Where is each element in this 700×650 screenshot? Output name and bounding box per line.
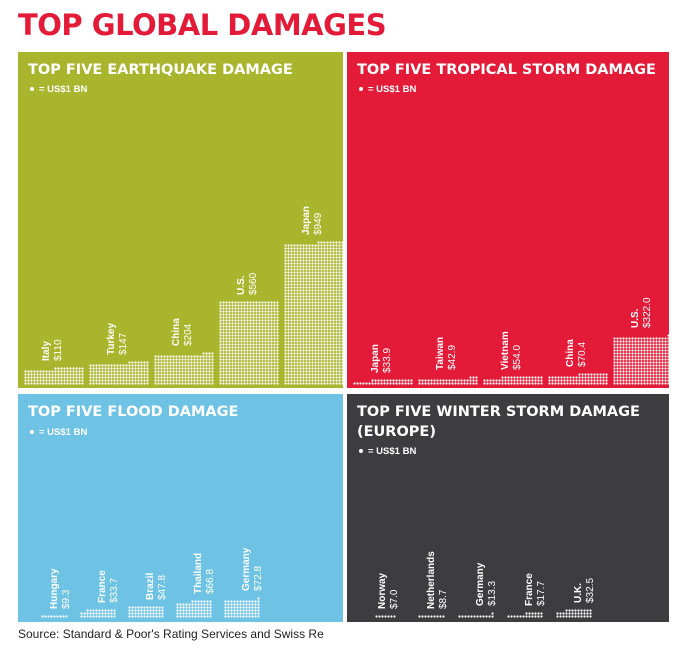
winter-storm-category-label: Germany xyxy=(475,562,486,606)
earthquake-legend: = US$1 BN xyxy=(30,84,87,95)
flood-panel: TOP FIVE FLOOD DAMAGE = US$1 BN Hungary $… xyxy=(18,394,343,622)
winter-storm-value-label: $13.3 xyxy=(487,581,498,606)
flood-bar-brazil xyxy=(128,606,164,618)
earthquake-panel: TOP FIVE EARTHQUAKE DAMAGE = US$1 BN Ita… xyxy=(18,52,343,388)
earthquake-bar-italy xyxy=(24,367,84,385)
winter-storm-value-label: $17.7 xyxy=(536,581,547,606)
earthquake-bar-china xyxy=(154,352,214,385)
winter-storm-bar-france xyxy=(507,612,543,618)
legend-dot-icon xyxy=(30,87,34,92)
winter-storm-category-label: France xyxy=(524,573,535,606)
flood-bar-france xyxy=(80,609,116,618)
flood-value-label: $72.8 xyxy=(253,566,264,591)
earthquake-panel-title: TOP FIVE EARTHQUAKE DAMAGE xyxy=(28,62,293,78)
tropical-storm-value-label: $322.0 xyxy=(642,297,653,328)
tropical-storm-category-label: Taiwan xyxy=(435,337,446,370)
tropical-storm-value-label: $70.4 xyxy=(577,342,588,367)
legend-dot-icon xyxy=(359,87,363,92)
earthquake-value-label: $949 xyxy=(313,212,324,235)
earthquake-value-label: $147 xyxy=(118,332,129,355)
winter-storm-bar-norway xyxy=(375,615,396,618)
winter-storm-category-label: Norway xyxy=(377,572,388,609)
flood-bar-hungary xyxy=(41,615,68,618)
flood-category-label: Germany xyxy=(241,547,252,591)
tropical-storm-value-label: $42.9 xyxy=(447,345,458,370)
winter-storm-value-label: $32.5 xyxy=(585,578,596,603)
tropical-storm-category-label: Vietnam xyxy=(500,331,511,370)
tropical-storm-value-label: $54.0 xyxy=(512,345,523,370)
flood-category-label: France xyxy=(97,570,108,603)
legend-label: = US$1 BN xyxy=(39,427,88,438)
tropical-storm-category-label: Japan xyxy=(370,344,381,373)
earthquake-value-label: $560 xyxy=(248,272,259,295)
winter-storm-legend: = US$1 BN xyxy=(359,446,416,457)
winter-storm-value-label: $8.7 xyxy=(438,589,449,609)
tropical-storm-bar-japan xyxy=(353,379,413,385)
flood-value-label: $66.8 xyxy=(205,569,216,594)
tropical-storm-category-label: China xyxy=(565,339,576,367)
tropical-storm-bar-us xyxy=(613,334,669,385)
flood-panel-title: TOP FIVE FLOOD DAMAGE xyxy=(28,404,239,420)
tropical-storm-panel-title: TOP FIVE TROPICAL STORM DAMAGE xyxy=(357,62,656,78)
earthquake-value-label: $204 xyxy=(183,323,194,346)
flood-value-label: $9.3 xyxy=(61,589,72,609)
winter-storm-value-label: $7.0 xyxy=(389,589,400,609)
winter-storm-bar-netherlands xyxy=(418,615,445,618)
source-note: Source: Standard & Poor's Rating Service… xyxy=(18,627,324,641)
legend-label: = US$1 BN xyxy=(368,446,417,457)
earthquake-value-label: $110 xyxy=(53,339,64,361)
earthquake-category-label: Japan xyxy=(301,206,312,235)
earthquake-category-label: Italy xyxy=(41,341,52,361)
winter-storm-panel-title: TOP FIVE WINTER STORM DAMAGE (EUROPE) xyxy=(357,404,640,440)
flood-bar-thailand xyxy=(176,600,212,618)
winter-storm-category-label: Netherlands xyxy=(426,551,437,609)
legend-dot-icon xyxy=(359,449,363,454)
earthquake-bar-turkey xyxy=(89,361,149,385)
tropical-storm-value-label: $33.9 xyxy=(382,348,393,373)
winter-storm-chart: Norway $7.0 Netherlands $8.7 Germany $13.3 Fra… xyxy=(375,551,596,618)
winter-storm-panel: TOP FIVE WINTER STORM DAMAGE (EUROPE) = … xyxy=(347,394,669,622)
earthquake-category-label: U.S. xyxy=(236,275,247,295)
tropical-storm-bar-taiwan xyxy=(418,376,478,385)
legend-label: = US$1 BN xyxy=(39,84,88,95)
earthquake-bar-us xyxy=(219,301,279,385)
flood-category-label: Brazil xyxy=(145,573,156,600)
winter-storm-bar-uk xyxy=(556,609,592,618)
earthquake-category-label: Turkey xyxy=(106,323,117,355)
flood-chart: Hungary $9.3 France $33.7 Brazil $47.8 Thailan… xyxy=(41,547,264,618)
flood-category-label: Hungary xyxy=(49,568,60,609)
tropical-storm-panel: TOP FIVE TROPICAL STORM DAMAGE = US$1 BN… xyxy=(347,52,669,388)
tropical-storm-category-label: U.S. xyxy=(630,308,641,328)
winter-storm-category-label: U.K. xyxy=(573,583,584,603)
tropical-storm-bar-china xyxy=(548,373,608,385)
tropical-storm-bar-vietnam xyxy=(483,376,543,385)
main-title: TOP GLOBAL DAMAGES xyxy=(18,8,387,42)
legend-dot-icon xyxy=(30,430,34,435)
tropical-storm-legend: = US$1 BN xyxy=(359,84,416,95)
flood-bar-germany xyxy=(224,597,260,618)
tropical-storm-chart: Japan $33.9 Taiwan $42.9 Vietnam $54.0 China $7… xyxy=(353,297,669,385)
earthquake-chart: Italy $110 Turkey $147 China $204 U.S. $560 Japa… xyxy=(24,206,343,385)
flood-value-label: $33.7 xyxy=(109,578,120,603)
flood-value-label: $47.8 xyxy=(157,575,168,600)
flood-legend: = US$1 BN xyxy=(30,427,87,438)
legend-label: = US$1 BN xyxy=(368,84,417,95)
flood-category-label: Thailand xyxy=(193,553,204,594)
earthquake-bar-japan xyxy=(284,241,343,385)
earthquake-category-label: China xyxy=(171,318,182,346)
winter-storm-bar-germany xyxy=(458,612,494,618)
